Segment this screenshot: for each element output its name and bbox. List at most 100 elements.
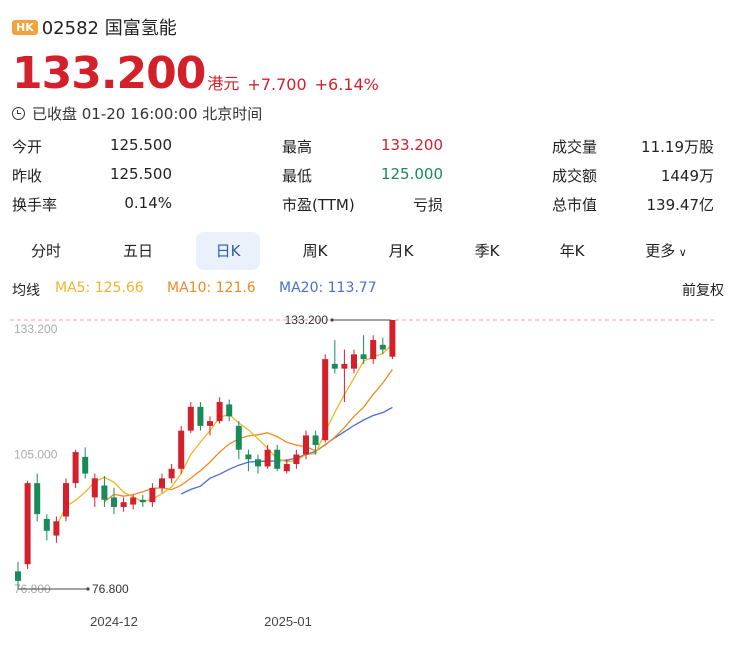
stat-value: 0.14% xyxy=(124,194,172,212)
candle-body xyxy=(53,521,60,536)
stats-row: 换手率 0.14% 市盈(TTM) 亏损 总市值 139.47亿 xyxy=(12,194,724,223)
stat-label: 最高 xyxy=(282,138,313,156)
candle-body xyxy=(63,483,69,517)
stat-value: 亏损 xyxy=(412,196,443,214)
last-price: 133.200 xyxy=(12,48,206,99)
candle-body xyxy=(101,485,108,500)
x-tick-label: 2025-01 xyxy=(264,614,312,629)
candle-body xyxy=(120,502,127,507)
stat-label: 最低 xyxy=(282,167,313,185)
stats-row: 昨收 125.500 最低 125.000 成交额 1449万 xyxy=(12,165,724,194)
stat-value: 125.500 xyxy=(109,136,172,154)
candle-body xyxy=(226,404,233,417)
chevron-down-icon: ∨ xyxy=(675,246,687,259)
stat-label: 成交额 xyxy=(552,167,598,185)
candle-body xyxy=(245,454,252,460)
candle-body xyxy=(139,499,146,503)
stat-label: 市盈(TTM) xyxy=(282,196,355,214)
tab-2[interactable]: 日K xyxy=(196,232,260,270)
stat-label: 换手率 xyxy=(12,196,58,214)
candle-body xyxy=(283,464,290,472)
x-tick-label: 2024-12 xyxy=(90,614,138,629)
candle-body xyxy=(159,478,165,488)
candle-body xyxy=(111,497,117,507)
stats-row: 今开 125.500 最高 133.200 成交量 11.19万股 xyxy=(12,136,724,165)
stat-value: 139.47亿 xyxy=(646,196,715,214)
stat-label: 总市值 xyxy=(552,196,598,214)
candle-body xyxy=(43,518,50,531)
stat-label: 今开 xyxy=(12,138,43,156)
candle-body xyxy=(24,483,31,565)
ma20-value: MA20: 113.77 xyxy=(279,280,377,296)
candle-body xyxy=(235,425,242,450)
min-marker-label: 76.800 xyxy=(92,582,129,596)
period-tabs: 分时 五日 日K 周K 月K 季K 年K 更多 ∨ xyxy=(0,232,736,270)
candle-body xyxy=(178,430,185,469)
max-marker-label: 133.200 xyxy=(285,313,329,327)
tab-6[interactable]: 年K xyxy=(559,242,585,260)
candle-body xyxy=(149,487,156,503)
candle-body xyxy=(274,449,281,469)
candle-body xyxy=(197,406,204,426)
min-marker-dot xyxy=(86,587,90,591)
candle-body xyxy=(331,363,338,369)
y-tick-label: 133.200 xyxy=(14,322,58,336)
candle-body xyxy=(303,435,309,455)
tab-3[interactable]: 周K xyxy=(302,242,328,260)
kline-chart[interactable]: 133.200 105.000 76.800 2024-12 2025-01 133.20… xyxy=(0,306,736,646)
candle-body xyxy=(91,478,98,498)
market-status-text: 已收盘 01-20 16:00:00 北京时间 xyxy=(32,105,263,123)
price-row: 133.200 港元 +7.700 +6.14% xyxy=(12,50,379,98)
candle-body xyxy=(360,354,367,360)
candle-body xyxy=(341,363,348,369)
candle-body xyxy=(82,456,89,474)
candle-body xyxy=(312,435,319,445)
tab-5[interactable]: 季K xyxy=(474,242,500,260)
stat-value: 133.200 xyxy=(380,136,443,154)
ma5-line xyxy=(55,344,393,527)
stat-value: 125.500 xyxy=(109,165,172,183)
y-tick-label: 105.000 xyxy=(14,448,58,462)
adjust-type-button[interactable]: 前复权 xyxy=(682,283,724,299)
stat-value: 125.000 xyxy=(380,165,443,183)
candle-body xyxy=(370,340,377,360)
tab-0[interactable]: 分时 xyxy=(30,242,61,260)
price-change-pct: +6.14% xyxy=(314,75,379,94)
candle-body xyxy=(15,571,21,581)
ma10-value: MA10: 121.6 xyxy=(167,280,256,296)
candle-body xyxy=(351,354,357,369)
ma-label: 均线 xyxy=(12,283,40,299)
price-change: +7.700 xyxy=(247,75,307,94)
max-marker-dot xyxy=(330,318,334,322)
stat-value: 1449万 xyxy=(660,167,714,185)
candle-body xyxy=(379,344,386,350)
candle-body xyxy=(264,449,271,467)
candle-body xyxy=(187,406,194,431)
candle-body xyxy=(216,402,223,422)
candle-body xyxy=(34,483,41,515)
stat-value: 11.19万股 xyxy=(641,138,714,156)
candle-body xyxy=(130,497,137,505)
market-status: 已收盘 01-20 16:00:00 北京时间 xyxy=(12,103,262,124)
ma20-line xyxy=(180,406,393,495)
candle-body xyxy=(72,452,79,484)
candle-body xyxy=(293,454,300,465)
ma5-value: MA5: 125.66 xyxy=(55,280,144,296)
candle-body xyxy=(255,459,261,467)
ma10-line xyxy=(104,369,393,503)
currency-label: 港元 xyxy=(207,74,240,93)
tab-4[interactable]: 月K xyxy=(388,242,414,260)
candle-body xyxy=(322,359,329,441)
candle-body xyxy=(389,320,396,357)
tab-7[interactable]: 更多 ∨ xyxy=(645,242,687,260)
stat-label: 昨收 xyxy=(12,167,43,185)
stock-name: 02582 国富氢能 xyxy=(41,18,177,39)
candle-body xyxy=(207,421,213,426)
stats-grid: 今开 125.500 最高 133.200 成交量 11.19万股昨收 125.500 最低 1… xyxy=(12,136,724,223)
clock-icon xyxy=(12,107,25,120)
market-badge: HK xyxy=(12,19,38,35)
tab-1[interactable]: 五日 xyxy=(122,242,153,260)
candle-body xyxy=(168,468,175,479)
stock-header: HK 02582 国富氢能 xyxy=(12,14,177,40)
stat-label: 成交量 xyxy=(552,138,598,156)
